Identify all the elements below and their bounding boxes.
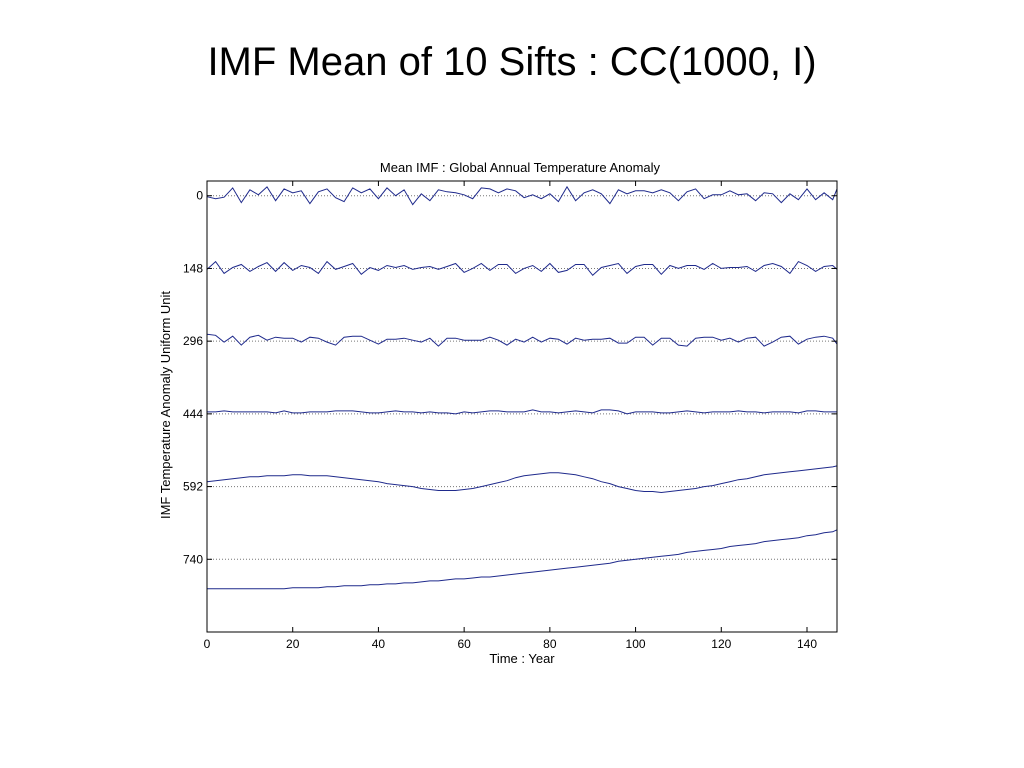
series-group [206,185,838,590]
x-tick-label-1: 20 [286,637,300,651]
y-tick-label-3: 444 [183,407,203,421]
x-axis-label: Time : Year [489,651,555,666]
y-tick-label-2: 296 [183,334,203,348]
y-tick-label-5: 740 [183,552,203,566]
y-tick-label-1: 148 [183,261,203,275]
baselines [207,195,837,560]
imf-series-6 [207,529,838,590]
x-tick-label-0: 0 [204,637,211,651]
x-tick-label-5: 100 [626,637,646,651]
y-tick-label-0: 0 [196,189,203,203]
plot-title: Mean IMF : Global Annual Temperature Ano… [380,160,661,175]
imf-series-3 [206,333,838,347]
y-axis-label: IMF Temperature Anomaly Uniform Unit [158,291,173,519]
x-tick-label-7: 140 [797,637,817,651]
x-tick-label-3: 60 [457,637,471,651]
x-tick-label-4: 80 [543,637,557,651]
imf-series-2 [206,260,838,277]
imf-series-4 [207,409,837,415]
x-tick-label-6: 120 [711,637,731,651]
y-axis: 0 148 296 444 592 740 [183,189,837,566]
imf-series-1 [206,185,838,206]
x-axis: 0 20 40 60 80 100 120 140 [204,181,817,651]
plot-frame [206,180,838,633]
x-tick-label-2: 40 [372,637,386,651]
imf-series-5 [206,465,838,494]
y-tick-label-4: 592 [183,480,203,494]
slide-title: IMF Mean of 10 Sifts : CC(1000, I) [207,40,817,84]
